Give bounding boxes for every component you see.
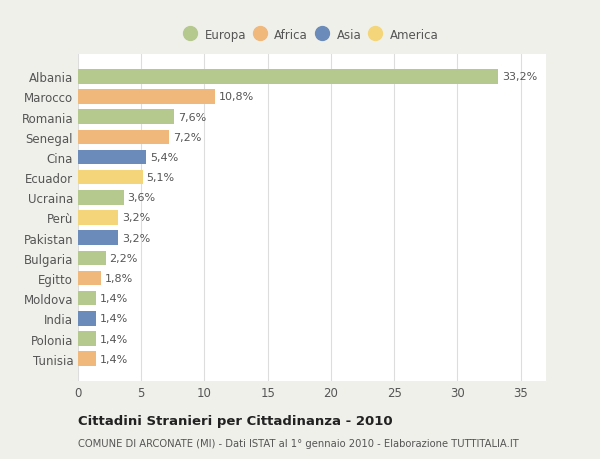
Bar [78, 331, 96, 346]
Text: 1,4%: 1,4% [100, 294, 128, 303]
Bar [78, 151, 146, 165]
Bar [78, 231, 118, 246]
Bar [78, 171, 143, 185]
Text: 1,4%: 1,4% [100, 354, 128, 364]
Bar [78, 130, 169, 145]
Text: 3,2%: 3,2% [122, 213, 151, 223]
Text: 33,2%: 33,2% [502, 72, 537, 82]
Text: 5,1%: 5,1% [146, 173, 175, 183]
Bar [78, 251, 106, 265]
Bar [78, 110, 174, 125]
Text: 2,2%: 2,2% [110, 253, 138, 263]
Text: 1,4%: 1,4% [100, 334, 128, 344]
Text: 3,2%: 3,2% [122, 233, 151, 243]
Text: COMUNE DI ARCONATE (MI) - Dati ISTAT al 1° gennaio 2010 - Elaborazione TUTTITALI: COMUNE DI ARCONATE (MI) - Dati ISTAT al … [78, 438, 519, 448]
Text: Cittadini Stranieri per Cittadinanza - 2010: Cittadini Stranieri per Cittadinanza - 2… [78, 414, 392, 428]
Bar [78, 190, 124, 205]
Bar [78, 271, 101, 285]
Bar [78, 311, 96, 326]
Bar [78, 352, 96, 366]
Text: 7,6%: 7,6% [178, 112, 206, 123]
Text: 3,6%: 3,6% [127, 193, 155, 203]
Bar [78, 90, 215, 105]
Legend: Europa, Africa, Asia, America: Europa, Africa, Asia, America [182, 25, 442, 45]
Text: 10,8%: 10,8% [218, 92, 254, 102]
Text: 1,8%: 1,8% [104, 274, 133, 283]
Bar [78, 70, 498, 84]
Text: 5,4%: 5,4% [150, 153, 178, 162]
Bar [78, 211, 118, 225]
Text: 1,4%: 1,4% [100, 313, 128, 324]
Bar [78, 291, 96, 306]
Text: 7,2%: 7,2% [173, 133, 201, 142]
